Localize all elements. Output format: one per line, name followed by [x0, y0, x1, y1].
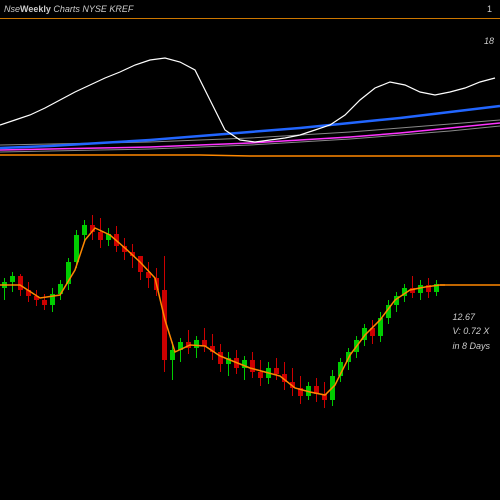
chart-container: { "header": { "prefix": "Nse", "bold": "…	[0, 0, 500, 500]
info-days: in 8 Days	[452, 339, 490, 353]
info-box: 12.67 V: 0.72 X in 8 Days	[452, 310, 490, 353]
info-volume: V: 0.72 X	[452, 324, 490, 338]
chart-svg	[0, 0, 500, 500]
info-price: 12.67	[452, 310, 490, 324]
